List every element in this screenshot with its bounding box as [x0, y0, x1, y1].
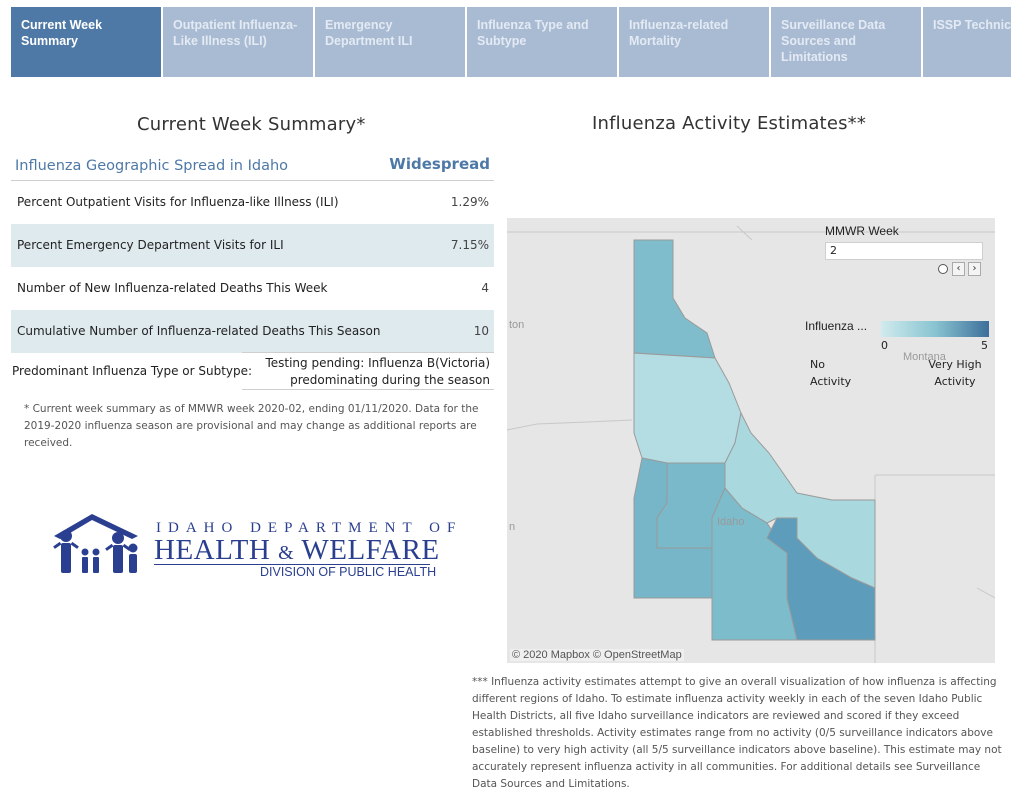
predominant-subtype-value: Testing pending: Influenza B(Victoria) p… — [242, 355, 490, 389]
stat-value: 7.15% — [450, 238, 489, 252]
logo-text-health-welfare: HEALTH & WELFARE — [154, 534, 440, 567]
logo-word-welfare: WELFARE — [301, 534, 440, 566]
stat-value: 1.29% — [450, 195, 489, 209]
stat-label: Number of New Influenza-related Deaths T… — [17, 281, 328, 295]
tab-outpatient-ili[interactable]: Outpatient Influenza-Like Illness (ILI) — [163, 7, 313, 77]
stat-value: 4 — [481, 281, 489, 295]
legend-low-line2: Activity — [810, 375, 852, 388]
logo-text-department: IDAHO DEPARTMENT OF — [156, 520, 463, 536]
tab-emergency-department-ili[interactable]: Emergency Department ILI — [315, 7, 465, 77]
logo-ampersand: & — [278, 542, 295, 564]
district-7-region[interactable] — [724, 411, 876, 589]
tab-influenza-mortality[interactable]: Influenza-related Mortality — [619, 7, 769, 77]
family-icon — [53, 514, 138, 573]
legend-max-value: 5 — [981, 339, 988, 352]
geographic-spread-value: Widespread — [389, 155, 490, 173]
divider — [242, 352, 494, 353]
stat-value: 10 — [473, 324, 489, 338]
play-toggle-icon[interactable] — [938, 264, 948, 274]
legend-min-value: 0 — [881, 339, 888, 352]
tab-influenza-type-subtype[interactable]: Influenza Type and Subtype — [467, 7, 617, 77]
idaho-dhw-logo: IDAHO DEPARTMENT OF HEALTH & WELFARE DIV… — [48, 508, 455, 588]
tab-current-week-summary[interactable]: Current Week Summary — [11, 7, 161, 77]
geographic-spread-row: Influenza Geographic Spread in Idaho Wid… — [11, 150, 494, 181]
map-title: Influenza Activity Estimates** — [592, 113, 867, 134]
dashboard-tab-bar: Current Week Summary Outpatient Influenz… — [11, 7, 1011, 77]
summary-title: Current Week Summary* — [137, 114, 366, 135]
map-footnote: *** Influenza activity estimates attempt… — [472, 676, 1002, 790]
map-place-label-idaho: Idaho — [717, 516, 745, 528]
next-week-button[interactable]: › — [968, 262, 981, 276]
map-canvas — [507, 225, 995, 663]
map-place-label: n — [509, 521, 516, 533]
influenza-activity-map[interactable]: ton n Idaho Montana © 2020 Mapbox © Open… — [507, 218, 995, 663]
tab-surveillance-data-sources[interactable]: Surveillance Data Sources and Limitation… — [771, 7, 921, 77]
divider — [242, 389, 494, 390]
stat-row-new-deaths: Number of New Influenza-related Deaths T… — [11, 267, 494, 310]
legend-color-ramp — [881, 321, 989, 337]
map-place-label: ton — [509, 319, 525, 331]
previous-week-button[interactable]: ‹ — [952, 262, 965, 276]
mmwr-week-input[interactable]: 2 — [825, 242, 983, 260]
map-place-label-montana: Montana — [903, 351, 946, 363]
legend-title: Influenza ... — [805, 319, 868, 333]
legend-high-line2: Activity — [934, 375, 976, 388]
district-1-region[interactable] — [633, 239, 716, 359]
logo-text-division: DIVISION OF PUBLIC HEALTH — [260, 565, 437, 579]
logo-word-health: HEALTH — [154, 534, 271, 566]
tab-issp-technical[interactable]: ISSP Technical — [923, 7, 1011, 77]
geographic-spread-label: Influenza Geographic Spread in Idaho — [15, 158, 289, 174]
legend-low-line1: No — [810, 358, 825, 371]
summary-footnote: * Current week summary as of MMWR week 2… — [24, 403, 479, 449]
stat-label: Percent Emergency Department Visits for … — [17, 238, 284, 252]
legend-low-label: No Activity — [810, 356, 851, 390]
predominant-subtype-line2: predominating during the season — [290, 373, 490, 387]
predominant-subtype-label: Predominant Influenza Type or Subtype: — [12, 364, 253, 378]
mmwr-week-label: MMWR Week — [825, 224, 899, 238]
stat-label: Cumulative Number of Influenza-related D… — [17, 324, 381, 338]
stat-label: Percent Outpatient Visits for Influenza-… — [17, 195, 339, 209]
legend-high-label: Very High Activity — [928, 356, 982, 390]
predominant-subtype-line1: Testing pending: Influenza B(Victoria) — [265, 356, 490, 370]
legend-high-line1: Very High — [928, 358, 982, 371]
logo-rule — [154, 564, 430, 565]
district-2-region[interactable] — [633, 352, 742, 464]
stat-row-outpatient-ili: Percent Outpatient Visits for Influenza-… — [11, 181, 494, 224]
stat-row-cumulative-deaths: Cumulative Number of Influenza-related D… — [11, 310, 494, 353]
map-attribution[interactable]: © 2020 Mapbox © OpenStreetMap — [510, 649, 684, 661]
stat-row-ed-ili: Percent Emergency Department Visits for … — [11, 224, 494, 267]
